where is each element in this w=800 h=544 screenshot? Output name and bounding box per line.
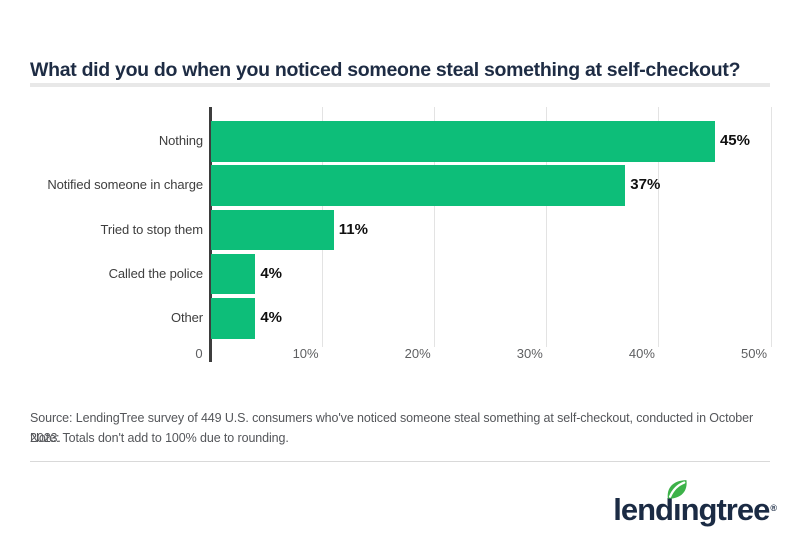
bar <box>210 165 626 206</box>
bar-value-label: 4% <box>260 264 283 282</box>
source-text: Source: LendingTree survey of 449 U.S. c… <box>30 410 754 445</box>
value-axis-line <box>209 107 212 362</box>
logo-text-after-leaf: ngtree <box>680 492 771 527</box>
category-label: Nothing <box>158 133 203 148</box>
chart-title: What did you do when you noticed someone… <box>30 59 741 82</box>
leaf-icon <box>667 480 687 499</box>
x-tick-label: 40% <box>628 346 655 361</box>
logo-text-before-leaf: lend <box>613 492 674 527</box>
lendingtree-logo: lendıngtree® <box>613 480 777 536</box>
gridline <box>658 107 660 347</box>
bar-chart: 0 10% 20% 30% 40% 50% Nothing 45% Notified someo… <box>47 107 772 362</box>
title-divider <box>30 83 770 87</box>
note-text: Note: Totals don't add to 100% due to ro… <box>30 430 289 445</box>
bar-value-label: 45% <box>719 132 750 149</box>
x-tick-label: 20% <box>404 346 431 361</box>
registered-mark: ® <box>770 503 777 513</box>
bar-value-label: 11% <box>338 220 368 238</box>
gridline <box>770 107 772 347</box>
x-tick-label: 30% <box>516 346 543 361</box>
category-label: Tried to stop them <box>100 221 204 237</box>
gridline <box>434 107 436 347</box>
x-tick-label: 10% <box>292 346 319 361</box>
x-tick-label: 50% <box>740 346 768 361</box>
bar-value-label: 37% <box>630 176 661 194</box>
footer-divider <box>30 461 770 462</box>
x-tick-label: 0 <box>195 346 203 361</box>
bar <box>210 253 256 295</box>
logo-wordmark: lendıngtree® <box>613 492 777 527</box>
bar <box>210 121 715 162</box>
logo-dotless-i: ı <box>672 492 682 527</box>
bar <box>210 298 256 339</box>
category-label: Notified someone in charge <box>47 177 203 193</box>
bar-value-label: 4% <box>260 309 283 327</box>
category-label: Other <box>170 310 203 326</box>
bar <box>210 209 334 251</box>
gridline <box>546 107 548 347</box>
category-label: Called the police <box>108 265 204 281</box>
